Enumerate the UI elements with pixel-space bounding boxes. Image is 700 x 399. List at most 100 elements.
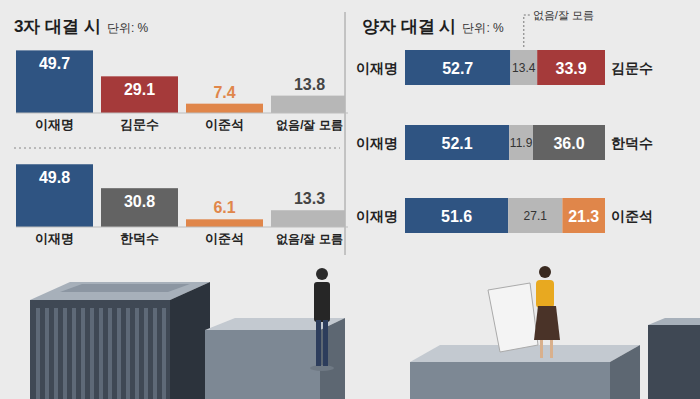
category-label: 이준석: [205, 117, 244, 132]
bar-segment: [537, 50, 605, 85]
illustration-person: [314, 282, 330, 322]
illustration-window: [81, 308, 85, 399]
bar-segment: [510, 50, 537, 85]
category-label: 이재명: [35, 117, 74, 132]
data-label: 27.1: [524, 209, 548, 223]
bar-segment: [508, 198, 562, 233]
illustration-building: [30, 300, 170, 399]
chart-root: 3자 대결 시 단위: % 49.7 이재명 29.1 김문수 7.4 이준석 13.8 없음/잘…: [0, 0, 700, 399]
baseline: [16, 113, 348, 114]
labels: 52.713.433.9이재명김문수52.111.936.0이재명한덕수51.6…: [356, 60, 653, 225]
category-label: 이재명: [35, 231, 74, 246]
illustration-window: [144, 308, 148, 399]
data-label: 49.7: [39, 55, 70, 72]
illustration-window: [135, 308, 139, 399]
leader-line: [524, 15, 530, 47]
title: 양자 대결 시: [362, 17, 456, 36]
divider: [14, 148, 340, 149]
data-label: 13.3: [294, 190, 325, 207]
bars: [16, 164, 345, 227]
illustration-person: [550, 340, 553, 358]
illustration-building: [320, 318, 345, 399]
illustration-person: [323, 320, 328, 366]
illustration-building: [205, 330, 320, 399]
bar: [271, 210, 345, 227]
bar: [101, 76, 178, 113]
illustration-roof: [60, 284, 190, 292]
data-label: 13.4: [512, 61, 536, 75]
illustration-window: [99, 308, 103, 399]
bar-segment: [405, 50, 510, 85]
illustration-building: [410, 362, 610, 399]
bar: [101, 188, 178, 227]
illustration-person: [536, 280, 554, 308]
bar: [186, 104, 263, 113]
subtitle: 단위: %: [107, 21, 149, 35]
data-label: 6.1: [213, 199, 235, 216]
data-label: 36.0: [553, 135, 584, 152]
labels: 49.8 이재명 30.8 한덕수 6.1 이준석 13.3 없음/잘 모름: [35, 169, 343, 246]
title: 3자 대결 시: [14, 17, 101, 36]
bar-segment: [405, 125, 509, 160]
data-label: 51.6: [441, 208, 472, 225]
data-label: 52.7: [442, 60, 473, 77]
category-label: 김문수: [120, 117, 159, 132]
illustration-window: [45, 308, 49, 399]
category-label: 김문수: [611, 60, 653, 76]
data-label: 7.4: [213, 84, 235, 101]
illustration-window: [126, 308, 130, 399]
illustration-person: [539, 266, 551, 278]
illustration-window: [162, 308, 166, 399]
illustration-window: [117, 308, 121, 399]
background: [0, 0, 700, 399]
data-label: 52.1: [442, 135, 473, 152]
series-label: 이재명: [356, 60, 398, 76]
data-label: 30.8: [124, 193, 155, 210]
illustration-building: [610, 345, 640, 399]
illustration-roof: [648, 318, 700, 325]
illustration-ballot: [488, 283, 538, 352]
category-label: 없음/잘 모름: [276, 118, 343, 132]
data-label: 29.1: [124, 81, 155, 98]
bar: [186, 219, 263, 227]
data-label: 11.9: [510, 136, 533, 150]
data-label: 13.8: [294, 76, 325, 93]
illustration-window: [90, 308, 94, 399]
bars: [16, 50, 345, 113]
illustration-person: [534, 306, 560, 340]
series-label: 이재명: [356, 208, 398, 224]
illustration-window: [72, 308, 76, 399]
illustration-window: [54, 308, 58, 399]
bar-segment: [562, 198, 605, 233]
bar-segment: [533, 125, 605, 160]
bar-segment: [509, 125, 533, 160]
illustration: [30, 266, 700, 399]
bar: [16, 50, 93, 113]
illustration-building: [170, 282, 210, 399]
illustration-window: [36, 308, 40, 399]
illustration-person: [316, 320, 321, 366]
illustration-window: [153, 308, 157, 399]
illustration-person: [316, 268, 328, 280]
category-label: 없음/잘 모름: [276, 232, 343, 246]
illustration-person: [540, 340, 543, 358]
baseline: [16, 227, 348, 228]
category-label: 한덕수: [120, 231, 159, 246]
category-label: 한덕수: [611, 135, 653, 151]
illustration-window: [108, 308, 112, 399]
labels: 49.7 이재명 29.1 김문수 7.4 이준석 13.8 없음/잘 모름: [35, 55, 343, 132]
category-label: 이준석: [205, 231, 244, 246]
data-label: 49.8: [39, 169, 70, 186]
series-label: 이재명: [356, 135, 398, 151]
series-label: 없음/잘 모름: [533, 9, 594, 21]
bar: [16, 164, 93, 227]
illustration-building: [648, 325, 700, 399]
bars: [405, 50, 605, 233]
bar: [271, 96, 345, 113]
illustration-window: [63, 308, 67, 399]
bar-segment: [405, 198, 508, 233]
illustration-shadow: [310, 365, 334, 371]
category-label: 이준석: [611, 208, 653, 224]
subtitle: 단위: %: [462, 21, 504, 35]
data-label: 21.3: [568, 208, 599, 225]
